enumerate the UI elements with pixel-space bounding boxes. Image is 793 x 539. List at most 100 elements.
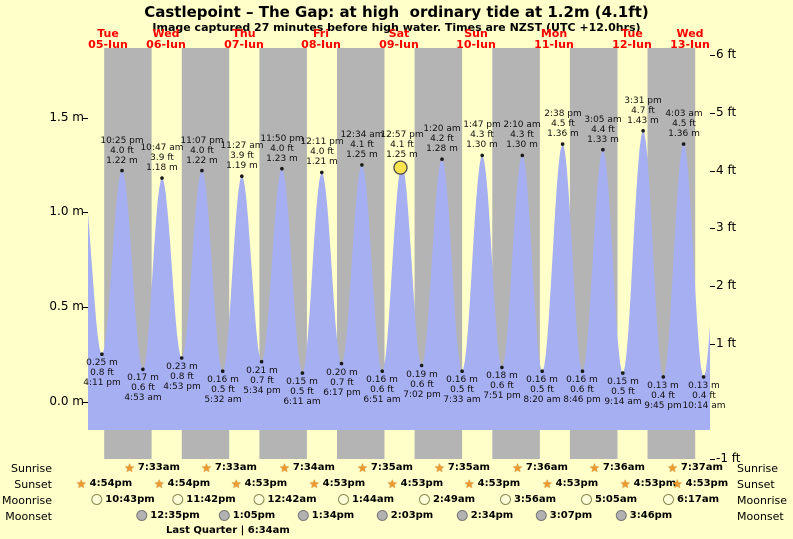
moonrise-time: 5:05am bbox=[594, 494, 638, 505]
moonset-event: 1:05pm bbox=[218, 509, 275, 522]
sunrise-star-icon: ★ bbox=[201, 460, 212, 475]
moonset-icon bbox=[615, 510, 627, 521]
moonrise-event: 6:17am bbox=[662, 493, 719, 506]
axis-tick bbox=[83, 118, 88, 119]
sunset-time: 4:54pm bbox=[167, 478, 211, 489]
moonrise-time: 3:56am bbox=[513, 494, 557, 505]
sunrise-star-icon: ★ bbox=[667, 460, 678, 475]
y-axis-label-left: 0.0 m bbox=[49, 394, 84, 408]
sunset-star-icon: ★ bbox=[671, 476, 683, 491]
y-axis-label-right: 2 ft bbox=[716, 278, 737, 292]
tide-high-label: 1:20 am 4.2 ft 1.28 m bbox=[423, 124, 461, 154]
tide-low-label: 0.15 m 0.5 ft 6:11 am bbox=[283, 377, 321, 407]
axis-tick bbox=[83, 402, 88, 403]
sunset-star-icon: ★ bbox=[463, 476, 475, 491]
sunset-event: ★ 4:53pm bbox=[672, 477, 728, 490]
tide-low-label: 0.16 m 0.5 ft 5:32 am bbox=[204, 375, 242, 405]
sunrise-star-icon: ★ bbox=[279, 460, 290, 475]
day-labels-row: Tue 05-Jun Wed 06-Jun Thu 07-Jun Fri 08-Jun Sat 0… bbox=[0, 28, 793, 50]
tide-high-label: 4:03 am 4.5 ft 1.36 m bbox=[665, 109, 703, 139]
tide-event-dot bbox=[701, 375, 706, 379]
tide-event-dot bbox=[300, 371, 305, 375]
sunset-star-icon: ★ bbox=[153, 476, 165, 491]
moonrise-icon bbox=[172, 494, 184, 505]
y-axis-label-right: 3 ft bbox=[716, 220, 737, 234]
moonset-event: 2:03pm bbox=[376, 509, 433, 522]
tide-event-dot bbox=[100, 352, 104, 357]
sunset-row-label-left: Sunset bbox=[14, 478, 52, 491]
day-label: Tue 05-Jun bbox=[88, 27, 128, 51]
sunset-event: ★ 4:53pm bbox=[231, 477, 287, 490]
sunset-star-icon: ★ bbox=[75, 476, 87, 491]
moonrise-icon bbox=[91, 494, 103, 505]
moonrise-icon bbox=[337, 494, 349, 505]
tide-low-label: 0.16 m 0.5 ft 8:20 am bbox=[523, 375, 561, 405]
tide-event-dot bbox=[380, 369, 385, 374]
tide-high-label: 11:50 pm 4.0 ft 1.23 m bbox=[260, 134, 304, 164]
moonset-time: 3:07pm bbox=[549, 510, 593, 521]
tide-event-dot bbox=[500, 365, 504, 370]
tide-high-label: 3:05 am 4.4 ft 1.33 m bbox=[584, 115, 622, 145]
tide-event-dot bbox=[320, 170, 324, 175]
moonset-icon bbox=[297, 510, 309, 521]
tide-event-dot bbox=[621, 371, 625, 375]
day-label: Wed 13-Jun bbox=[670, 27, 710, 51]
moonset-time: 2:34pm bbox=[470, 510, 514, 521]
sunset-star-icon: ★ bbox=[230, 476, 242, 491]
tide-high-label: 2:10 am 4.3 ft 1.30 m bbox=[503, 120, 541, 150]
sunset-time: 4:54pm bbox=[89, 478, 133, 489]
sunrise-row-label-left: Sunrise bbox=[10, 462, 52, 475]
moonset-time: 1:34pm bbox=[311, 510, 355, 521]
y-axis-label-right: 4 ft bbox=[716, 163, 737, 177]
tide-high-label: 12:11 pm 4.0 ft 1.21 m bbox=[300, 137, 344, 167]
tide-high-label: 3:31 pm 4.7 ft 1.43 m bbox=[624, 96, 662, 126]
tide-event-dot bbox=[339, 361, 344, 366]
axis-tick bbox=[83, 212, 88, 213]
moonrise-time: 2:49am bbox=[432, 494, 476, 505]
moonrise-event: 1:44am bbox=[337, 493, 394, 506]
sunset-row-label-right: Sunset bbox=[737, 478, 775, 491]
tide-event-dot bbox=[160, 176, 164, 180]
sunset-time: 4:53pm bbox=[685, 478, 729, 489]
tide-event-dot bbox=[220, 369, 225, 374]
day-label: Sat 09-Jun bbox=[379, 27, 419, 51]
sunrise-event: ★ 7:35am bbox=[434, 461, 490, 474]
y-axis-label-right: -1 ft bbox=[716, 451, 741, 465]
tide-high-label: 11:27 am 3.9 ft 1.19 m bbox=[220, 141, 264, 171]
moonset-icon bbox=[535, 510, 547, 521]
y-axis-label-right: 6 ft bbox=[716, 47, 737, 61]
tide-event-dot bbox=[560, 142, 565, 146]
moonrise-event: 5:05am bbox=[580, 493, 638, 506]
sunrise-event: ★ 7:34am bbox=[279, 461, 335, 474]
sunset-star-icon: ★ bbox=[619, 476, 631, 491]
tide-event-dot bbox=[540, 369, 544, 374]
sunrise-row-label-right: Sunrise bbox=[737, 462, 779, 475]
tide-low-label: 0.16 m 0.6 ft 8:46 pm bbox=[563, 375, 601, 405]
tide-event-dot bbox=[141, 367, 145, 372]
moonset-row-label-left: Moonset bbox=[5, 510, 52, 523]
sunrise-star-icon: ★ bbox=[434, 460, 445, 475]
moonrise-icon bbox=[499, 494, 511, 505]
tide-low-label: 0.15 m 0.5 ft 9:14 am bbox=[604, 377, 642, 407]
moonrise-icon bbox=[418, 494, 430, 505]
sunset-time: 4:53pm bbox=[633, 478, 677, 489]
moonrise-event: 2:49am bbox=[418, 493, 476, 506]
tide-low-label: 0.20 m 0.7 ft 6:17 pm bbox=[323, 368, 361, 398]
sunrise-event: ★ 7:35am bbox=[357, 461, 413, 474]
moonrise-row-label-left: Moonrise bbox=[2, 494, 52, 507]
tide-low-label: 0.17 m 0.6 ft 4:53 am bbox=[124, 373, 162, 403]
y-axis-label-left: 1.5 m bbox=[49, 110, 84, 124]
tide-low-label: 0.18 m 0.6 ft 7:51 pm bbox=[483, 371, 521, 401]
tide-event-dot bbox=[460, 369, 464, 374]
day-label: Thu 07-Jun bbox=[224, 27, 264, 51]
tide-event-dot bbox=[360, 163, 364, 167]
tide-chart-canvas bbox=[88, 48, 710, 459]
sunset-event: ★ 4:54pm bbox=[76, 477, 132, 490]
axis-tick bbox=[710, 55, 715, 56]
moonset-event: 3:46pm bbox=[615, 509, 672, 522]
tide-low-label: 0.13 m 0.4 ft 9:45 pm bbox=[644, 381, 682, 411]
moonrise-event: 3:56am bbox=[499, 493, 557, 506]
sunset-time: 4:53pm bbox=[322, 478, 366, 489]
day-label: Fri 08-Jun bbox=[301, 27, 341, 51]
moonset-event: 12:35pm bbox=[136, 509, 200, 522]
